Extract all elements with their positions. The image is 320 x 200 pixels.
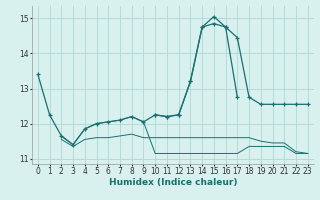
X-axis label: Humidex (Indice chaleur): Humidex (Indice chaleur) <box>108 178 237 187</box>
